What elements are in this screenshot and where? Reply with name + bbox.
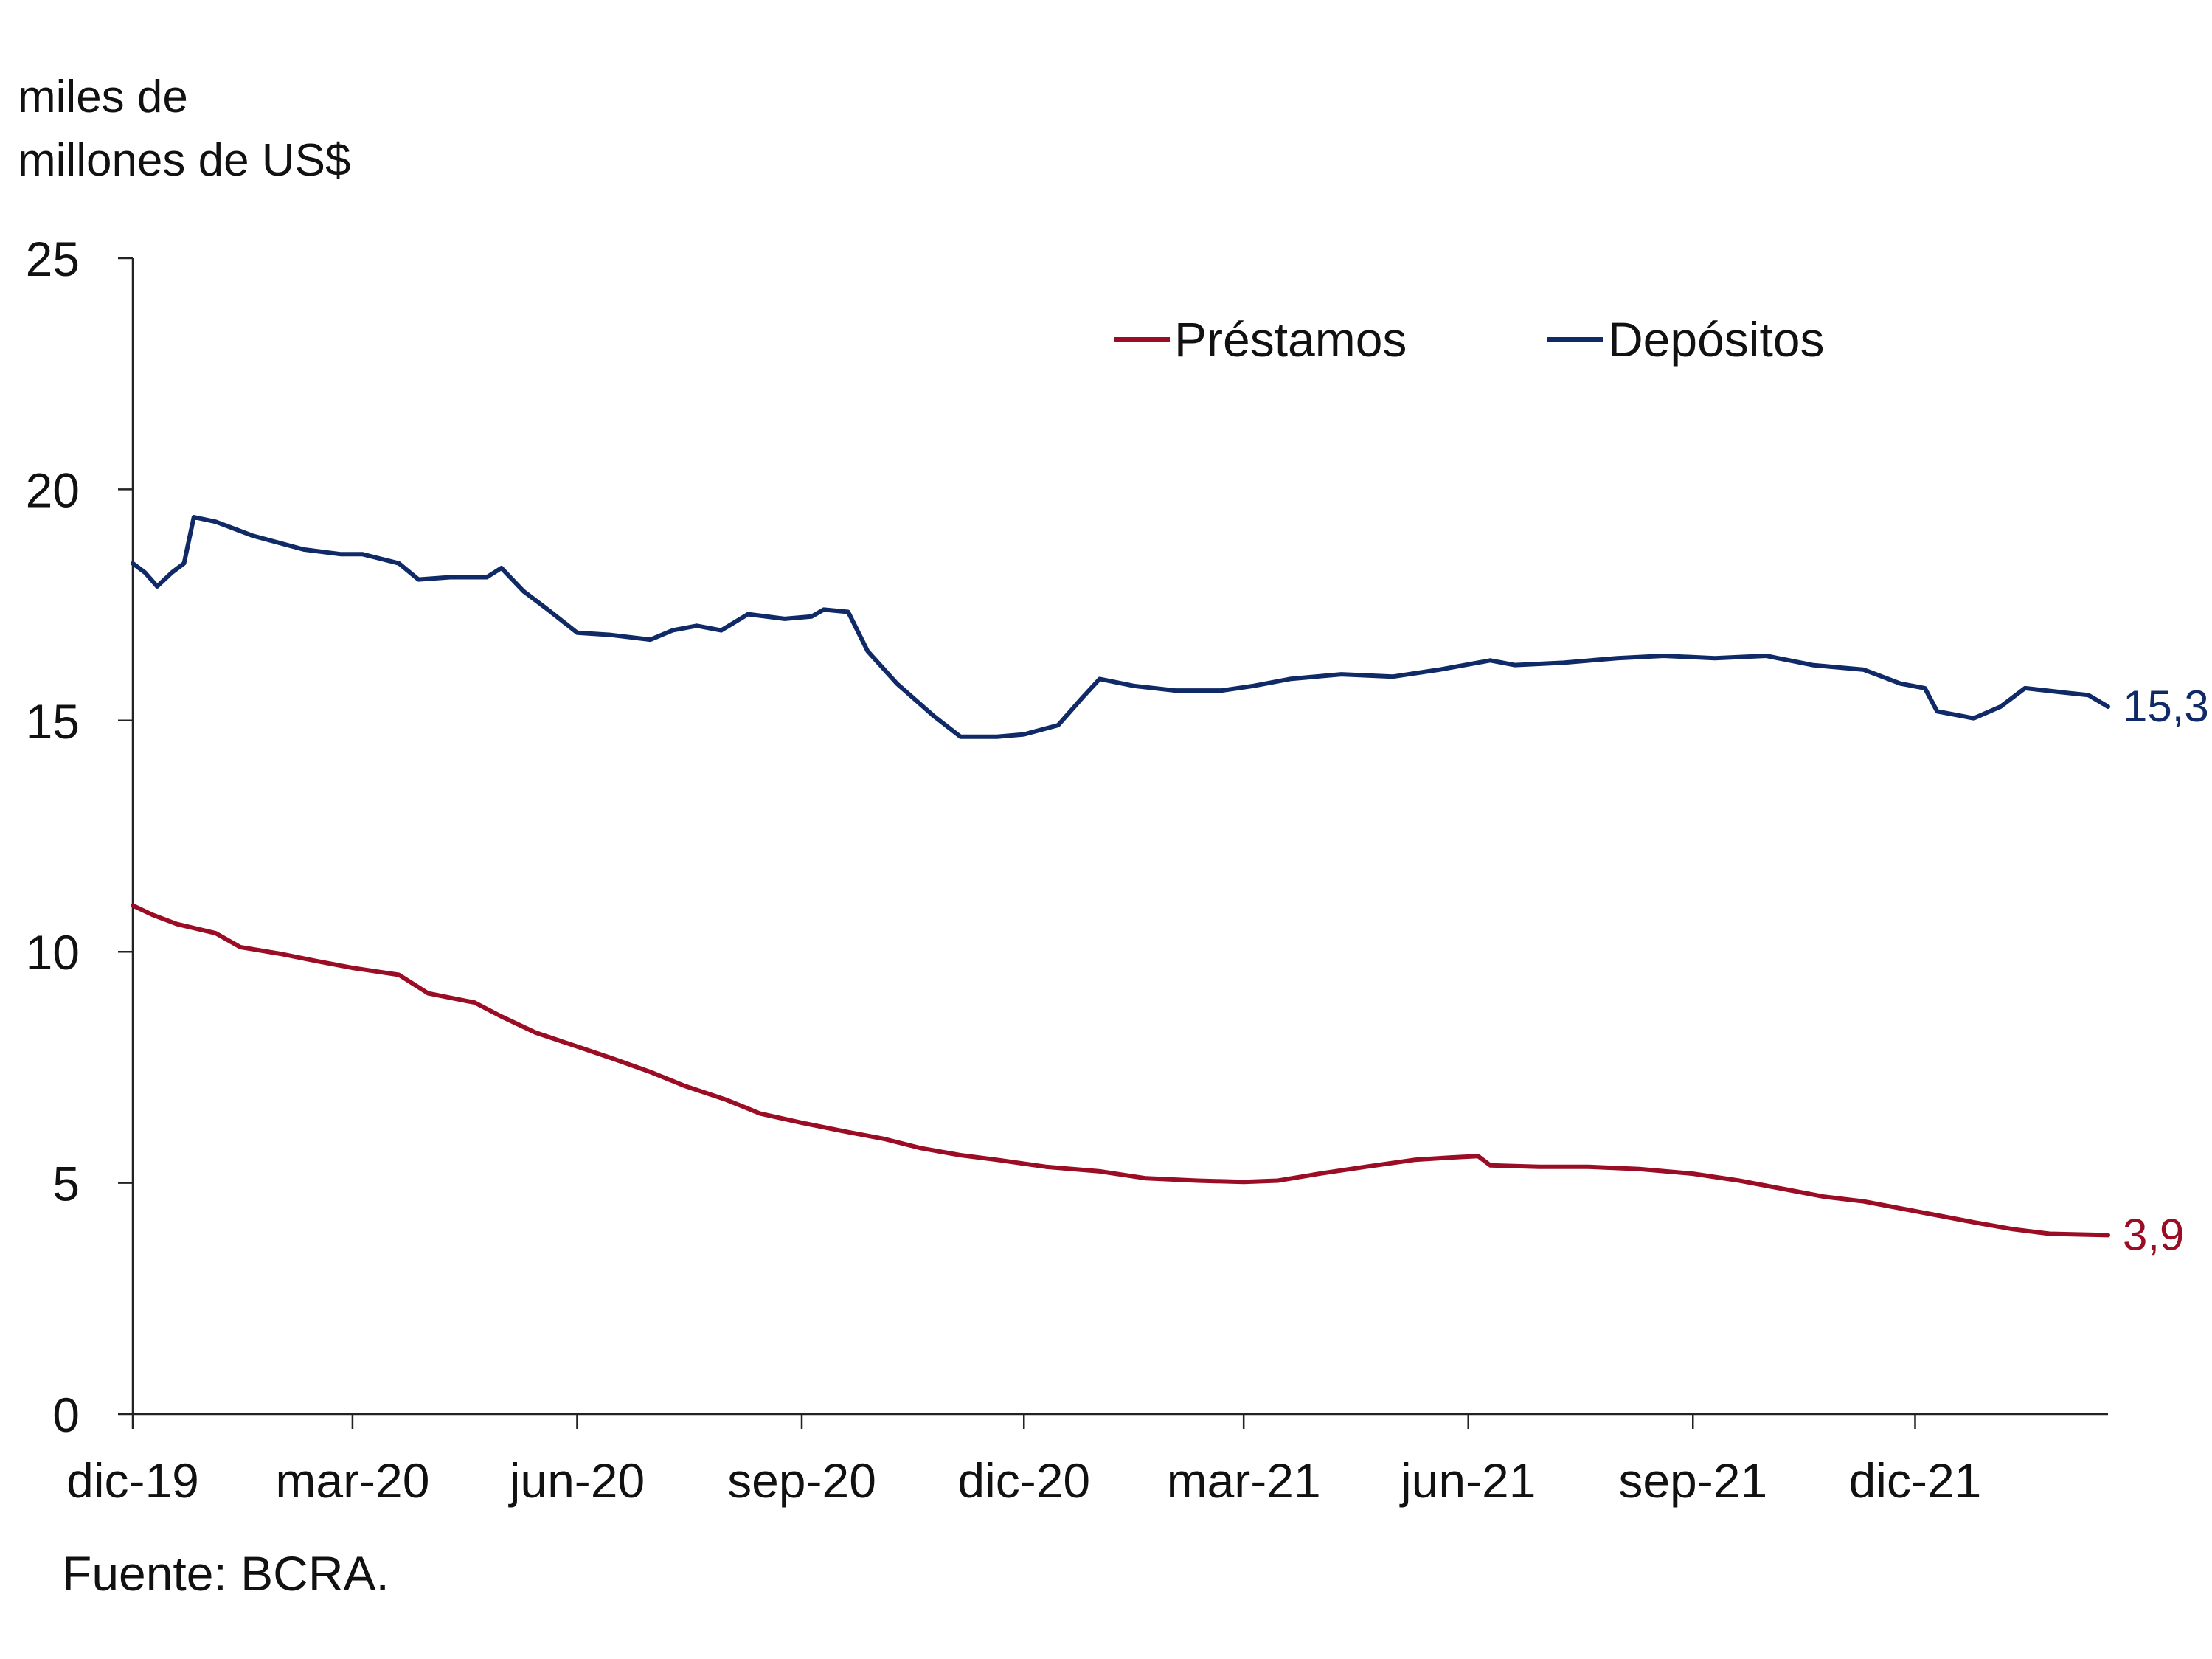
- y-tick-label: 5: [52, 1157, 80, 1211]
- legend-label: Préstamos: [1174, 312, 1407, 367]
- x-tick-label: dic-19: [66, 1453, 199, 1508]
- x-tick-label: sep-20: [727, 1453, 876, 1508]
- series-line-prestamos: [131, 903, 2110, 1238]
- source-note: Fuente: BCRA.: [62, 1546, 389, 1601]
- series-end-label: 15,3: [2123, 682, 2209, 731]
- x-tick-label: jun-21: [1399, 1453, 1536, 1508]
- y-tick-label: 15: [26, 694, 80, 749]
- chart-series: 3,9 15,3: [131, 515, 2209, 1259]
- x-tick-label: jun-20: [508, 1453, 645, 1508]
- x-tick-label: dic-20: [957, 1453, 1090, 1508]
- y-tick-label: 10: [26, 925, 80, 980]
- y-tick-label: 0: [52, 1388, 80, 1442]
- x-tick-label: mar-21: [1167, 1453, 1321, 1508]
- y-axis-label-line-1: miles de: [18, 72, 188, 122]
- y-tick-label: 20: [26, 463, 80, 517]
- legend-label: Depósitos: [1608, 312, 1825, 367]
- y-tick-label: 25: [26, 232, 80, 286]
- x-tick-label: mar-20: [275, 1453, 429, 1508]
- series-end-label: 3,9: [2123, 1210, 2184, 1259]
- series-line-depositos: [131, 515, 2110, 739]
- chart-legend: Préstamos Depósitos: [1114, 312, 1825, 367]
- x-tick-label: sep-21: [1618, 1453, 1767, 1508]
- y-axis-label-line-2: millones de US$: [18, 135, 351, 186]
- chart-axes: 0 5 10 15 20 25 dic-19 mar-20 jun-20 sep-20 dic-20…: [26, 232, 2108, 1508]
- x-tick-label: dic-21: [1849, 1453, 1982, 1508]
